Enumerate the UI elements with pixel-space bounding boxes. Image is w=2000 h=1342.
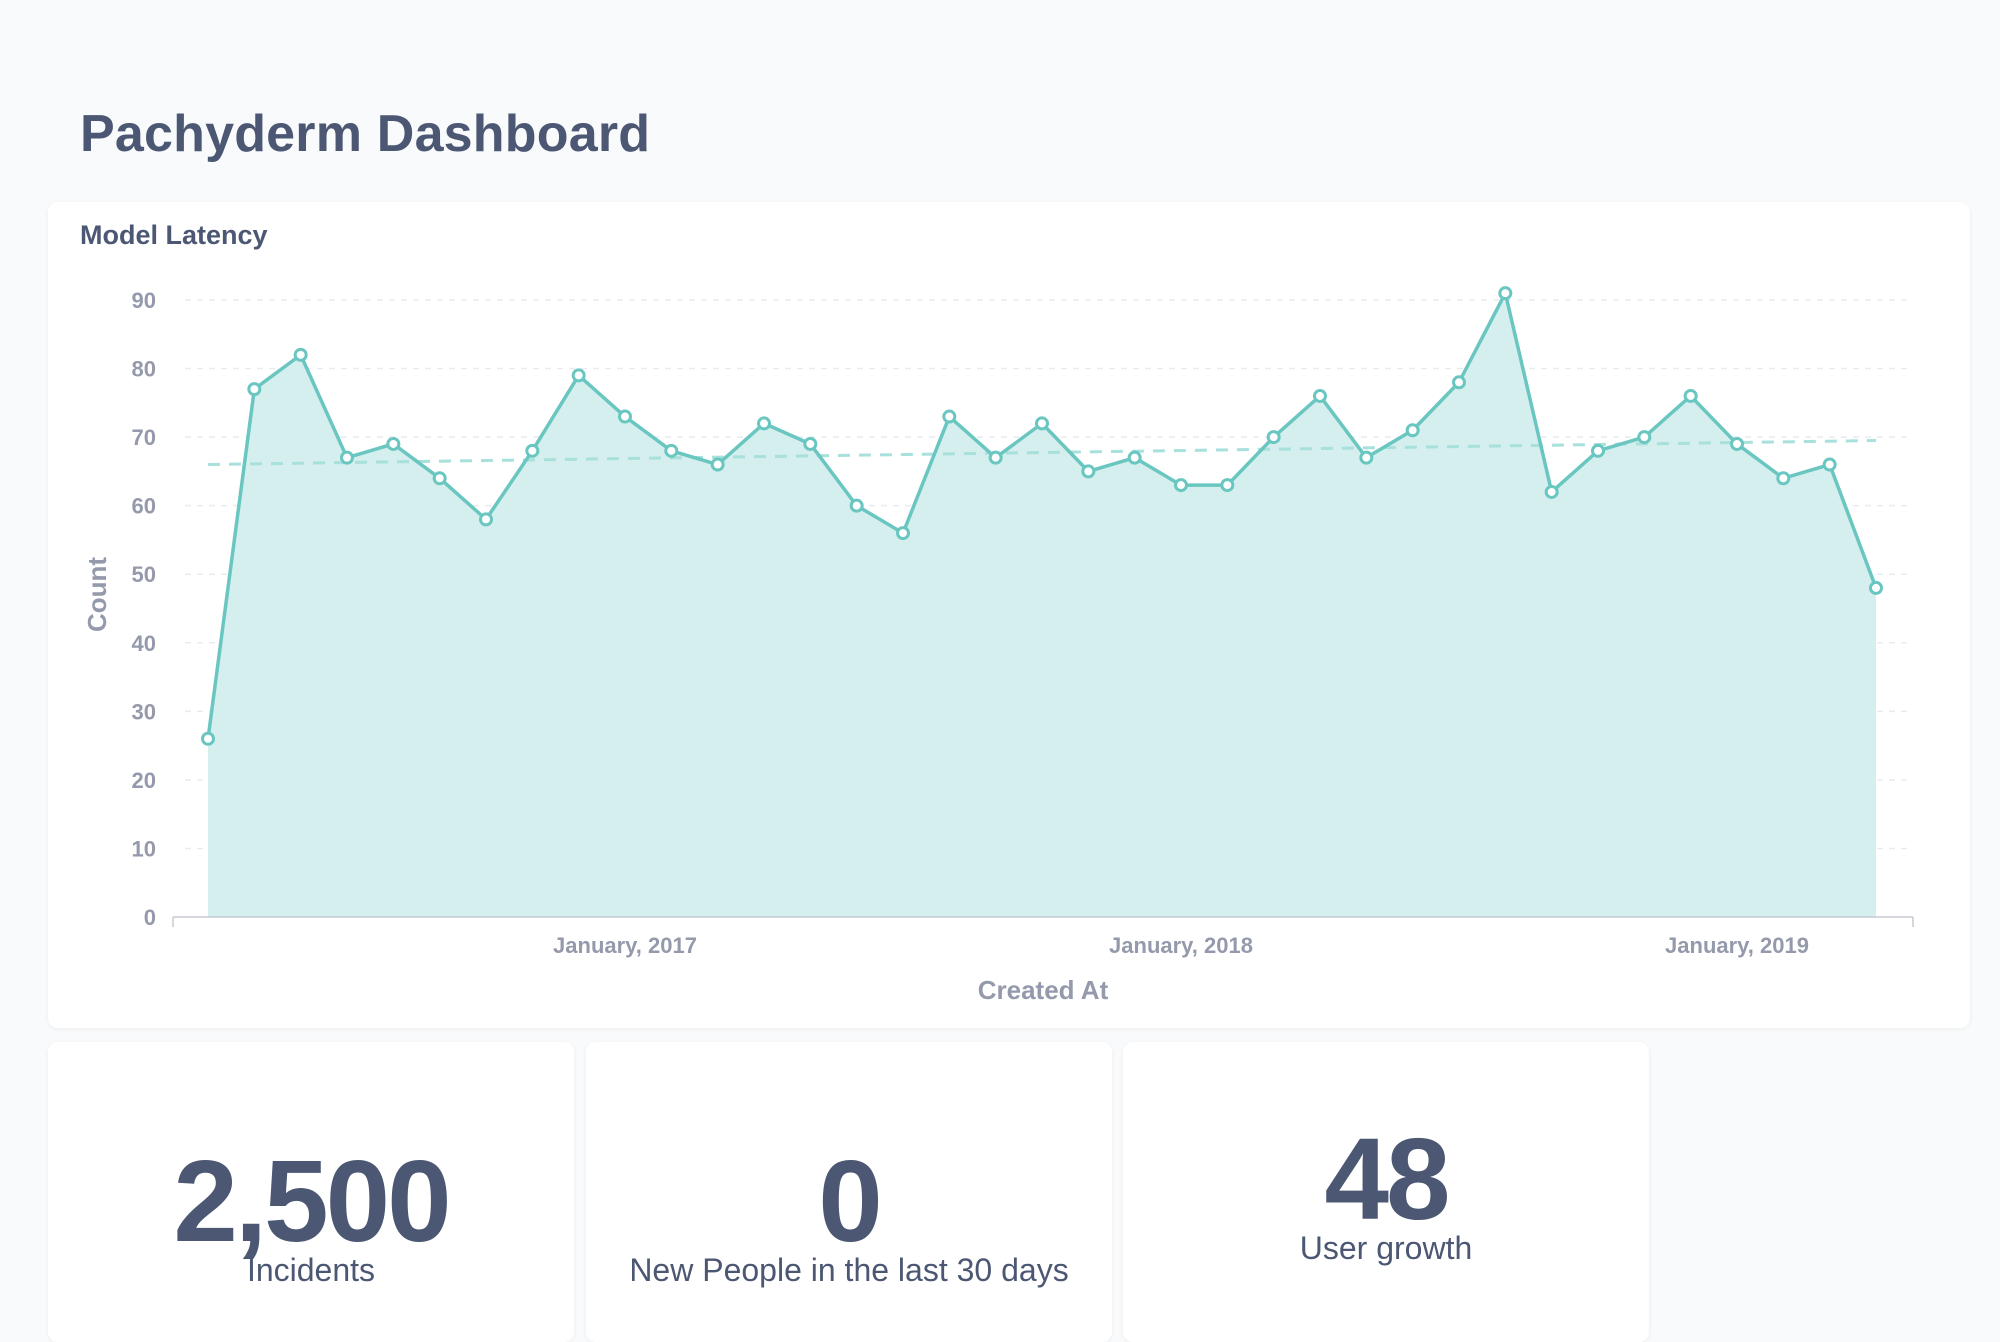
data-point	[1637, 430, 1652, 445]
data-point	[1220, 478, 1235, 493]
data-point	[803, 436, 818, 451]
line-chart: 0 10 20 30 40 50 60 70 80 90 January, 2017 January,…	[82, 286, 1914, 1005]
data-point	[479, 512, 493, 527]
y-axis-label: Count	[82, 557, 112, 632]
data-point	[1127, 450, 1142, 465]
scalar-value: 48	[1324, 1114, 1450, 1244]
data-point	[1822, 457, 1837, 472]
data-point	[1359, 450, 1374, 465]
y-tick-label: 90	[132, 288, 156, 313]
y-tick-label: 20	[132, 768, 156, 793]
data-point	[340, 450, 354, 465]
x-tick-label: January, 2019	[1665, 933, 1809, 958]
data-point	[1498, 286, 1513, 301]
data-point	[1869, 580, 1883, 595]
x-tick-label: January, 2017	[553, 933, 697, 958]
data-point	[1174, 478, 1188, 493]
scalar-card-new-people[interactable]: 0 New People in the last 30 days	[586, 1042, 1112, 1342]
y-tick-label: 60	[132, 494, 156, 519]
model-latency-card[interactable]: Model Latency 0 10 20 30 40 50 60 70 80 90 January…	[48, 202, 1970, 1028]
data-point	[988, 450, 1003, 465]
data-point	[247, 382, 262, 397]
data-point	[386, 436, 401, 451]
y-tick-label: 30	[132, 699, 156, 724]
y-tick-label: 80	[132, 357, 156, 382]
data-points	[201, 286, 1883, 746]
data-point	[1683, 388, 1698, 403]
y-tick-label: 10	[132, 836, 156, 861]
data-point	[1266, 430, 1281, 445]
scalar-card-user-growth[interactable]: 48 User growth	[1123, 1042, 1649, 1342]
data-point	[618, 409, 632, 424]
data-point	[571, 368, 586, 383]
y-tick-label: 70	[132, 425, 156, 450]
scalar-label: User growth	[1299, 1230, 1473, 1266]
data-point	[1313, 388, 1327, 403]
area-fill	[208, 293, 1876, 918]
data-point	[849, 498, 864, 513]
data-point	[432, 471, 447, 486]
data-point	[1730, 436, 1744, 451]
data-point	[293, 347, 308, 362]
x-axis-label: Created At	[978, 975, 1109, 1005]
data-point	[710, 457, 725, 472]
y-tick-label: 40	[132, 631, 156, 656]
axes: 0 10 20 30 40 50 60 70 80 90 January, 2017 January,…	[132, 288, 1914, 958]
data-point	[1591, 443, 1605, 458]
data-point	[896, 526, 910, 541]
data-point	[757, 416, 771, 431]
data-point	[1081, 464, 1096, 479]
scalar-label: New People in the last 30 days	[629, 1252, 1069, 1288]
data-point	[201, 731, 215, 746]
data-point	[664, 443, 679, 458]
y-tick-label: 0	[144, 905, 156, 930]
data-point	[942, 409, 957, 424]
data-point	[1452, 375, 1466, 390]
chart-title[interactable]: Model Latency	[80, 220, 268, 250]
data-point	[1405, 423, 1420, 438]
area-path	[208, 293, 1876, 918]
y-tick-label: 50	[132, 562, 156, 587]
page-title: Pachyderm Dashboard	[80, 105, 651, 163]
data-point	[1544, 484, 1559, 499]
scalar-value: 2,500	[173, 1136, 451, 1266]
scalar-card-incidents[interactable]: 2,500 Incidents	[48, 1042, 574, 1342]
scalar-value: 0	[818, 1136, 883, 1266]
data-point	[1035, 416, 1049, 431]
data-point	[1776, 471, 1791, 486]
data-point	[525, 443, 540, 458]
x-tick-label: January, 2018	[1109, 933, 1253, 958]
scalar-label: Incidents	[246, 1252, 376, 1288]
